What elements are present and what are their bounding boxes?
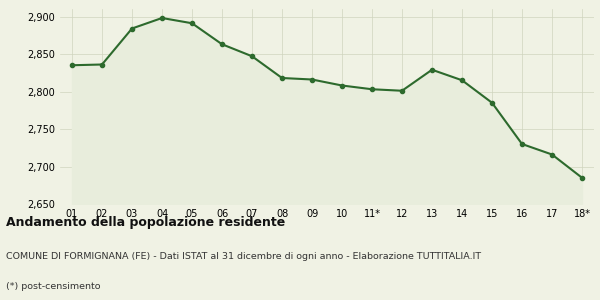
- Text: Andamento della popolazione residente: Andamento della popolazione residente: [6, 216, 285, 229]
- Text: COMUNE DI FORMIGNANA (FE) - Dati ISTAT al 31 dicembre di ogni anno - Elaborazion: COMUNE DI FORMIGNANA (FE) - Dati ISTAT a…: [6, 252, 481, 261]
- Text: (*) post-censimento: (*) post-censimento: [6, 282, 101, 291]
